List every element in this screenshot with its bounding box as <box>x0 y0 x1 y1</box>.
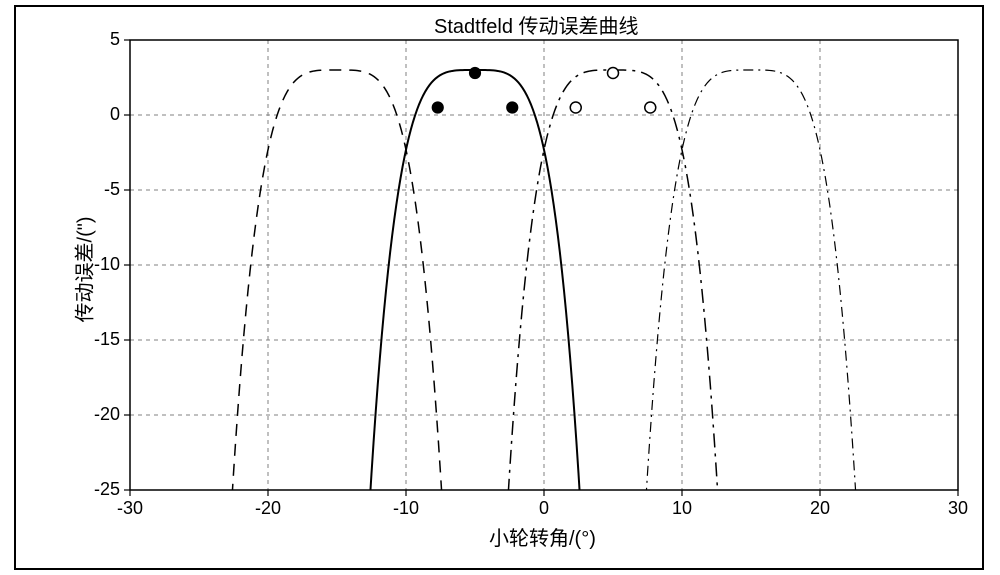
y-tick-label: -10 <box>94 254 120 275</box>
y-tick-label: 5 <box>110 29 120 50</box>
chart-svg <box>0 0 1000 575</box>
x-axis-label: 小轮转角/(°) <box>489 522 596 551</box>
x-tick-label: -10 <box>386 498 426 519</box>
y-tick-label: -15 <box>94 329 120 350</box>
x-tick-label: 20 <box>800 498 840 519</box>
y-tick-label: -25 <box>94 479 120 500</box>
figure-container: Stadtfeld 传动误差曲线 传动误差/(") 小轮转角/(°) -30-2… <box>0 0 1000 575</box>
y-tick-label: 0 <box>110 104 120 125</box>
x-tick-label: 10 <box>662 498 702 519</box>
x-tick-label: -20 <box>248 498 288 519</box>
chart-title: Stadtfeld 传动误差曲线 <box>434 10 639 39</box>
x-tick-label: -30 <box>110 498 150 519</box>
x-tick-label: 30 <box>938 498 978 519</box>
y-tick-label: -20 <box>94 404 120 425</box>
x-tick-label: 0 <box>524 498 564 519</box>
y-tick-label: -5 <box>104 179 120 200</box>
